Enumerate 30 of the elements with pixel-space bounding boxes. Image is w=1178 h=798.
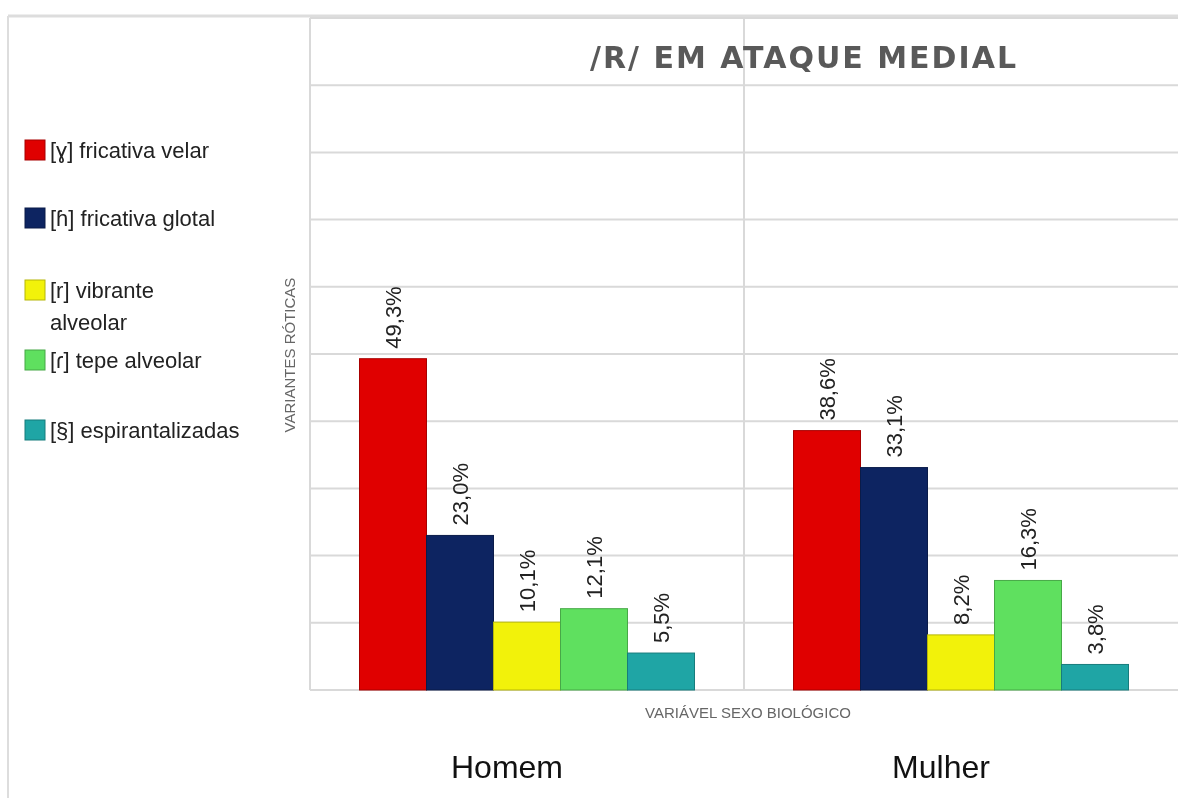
data-label: 33,1%	[881, 395, 907, 458]
legend-label: [ɾ] tepe alveolar	[50, 347, 202, 373]
bar	[994, 579, 1062, 691]
legend-label: [ɣ] fricativa velar	[50, 137, 209, 163]
data-label: 38,6%	[814, 358, 840, 421]
bar	[426, 534, 494, 691]
x-axis-title: VARIÁVEL SEXO BIOLÓGICO	[645, 704, 851, 721]
y-axis-title: VARIANTES RÓTICAS	[281, 277, 298, 433]
data-label: 10,1%	[514, 549, 540, 613]
bar	[860, 467, 928, 691]
bar	[627, 652, 695, 691]
bar	[359, 358, 427, 691]
bar	[793, 430, 861, 691]
bar	[560, 608, 628, 691]
legend-label: [r] vibrante alveolar	[50, 277, 154, 335]
data-label: 16,3%	[1015, 508, 1041, 571]
data-label: 8,2%	[948, 574, 974, 625]
data-label: 49,3%	[380, 286, 406, 349]
legend-label: [ɦ] fricativa glotal	[50, 205, 216, 231]
bar	[927, 634, 995, 691]
text: /R/ EM ATAQUE MEDIAL	[589, 40, 1019, 75]
data-label: 23,0%	[447, 463, 473, 526]
data-label: 3,8%	[1082, 604, 1108, 655]
data-label: 5,5%	[648, 592, 674, 644]
data-label: 12,1%	[581, 536, 607, 599]
x-tick-label: Mulher	[892, 749, 991, 785]
bar	[493, 621, 561, 691]
x-tick-label: Homem	[450, 749, 564, 785]
legend-label: [§] espirantalizadas	[50, 417, 240, 443]
bar	[1061, 663, 1129, 691]
